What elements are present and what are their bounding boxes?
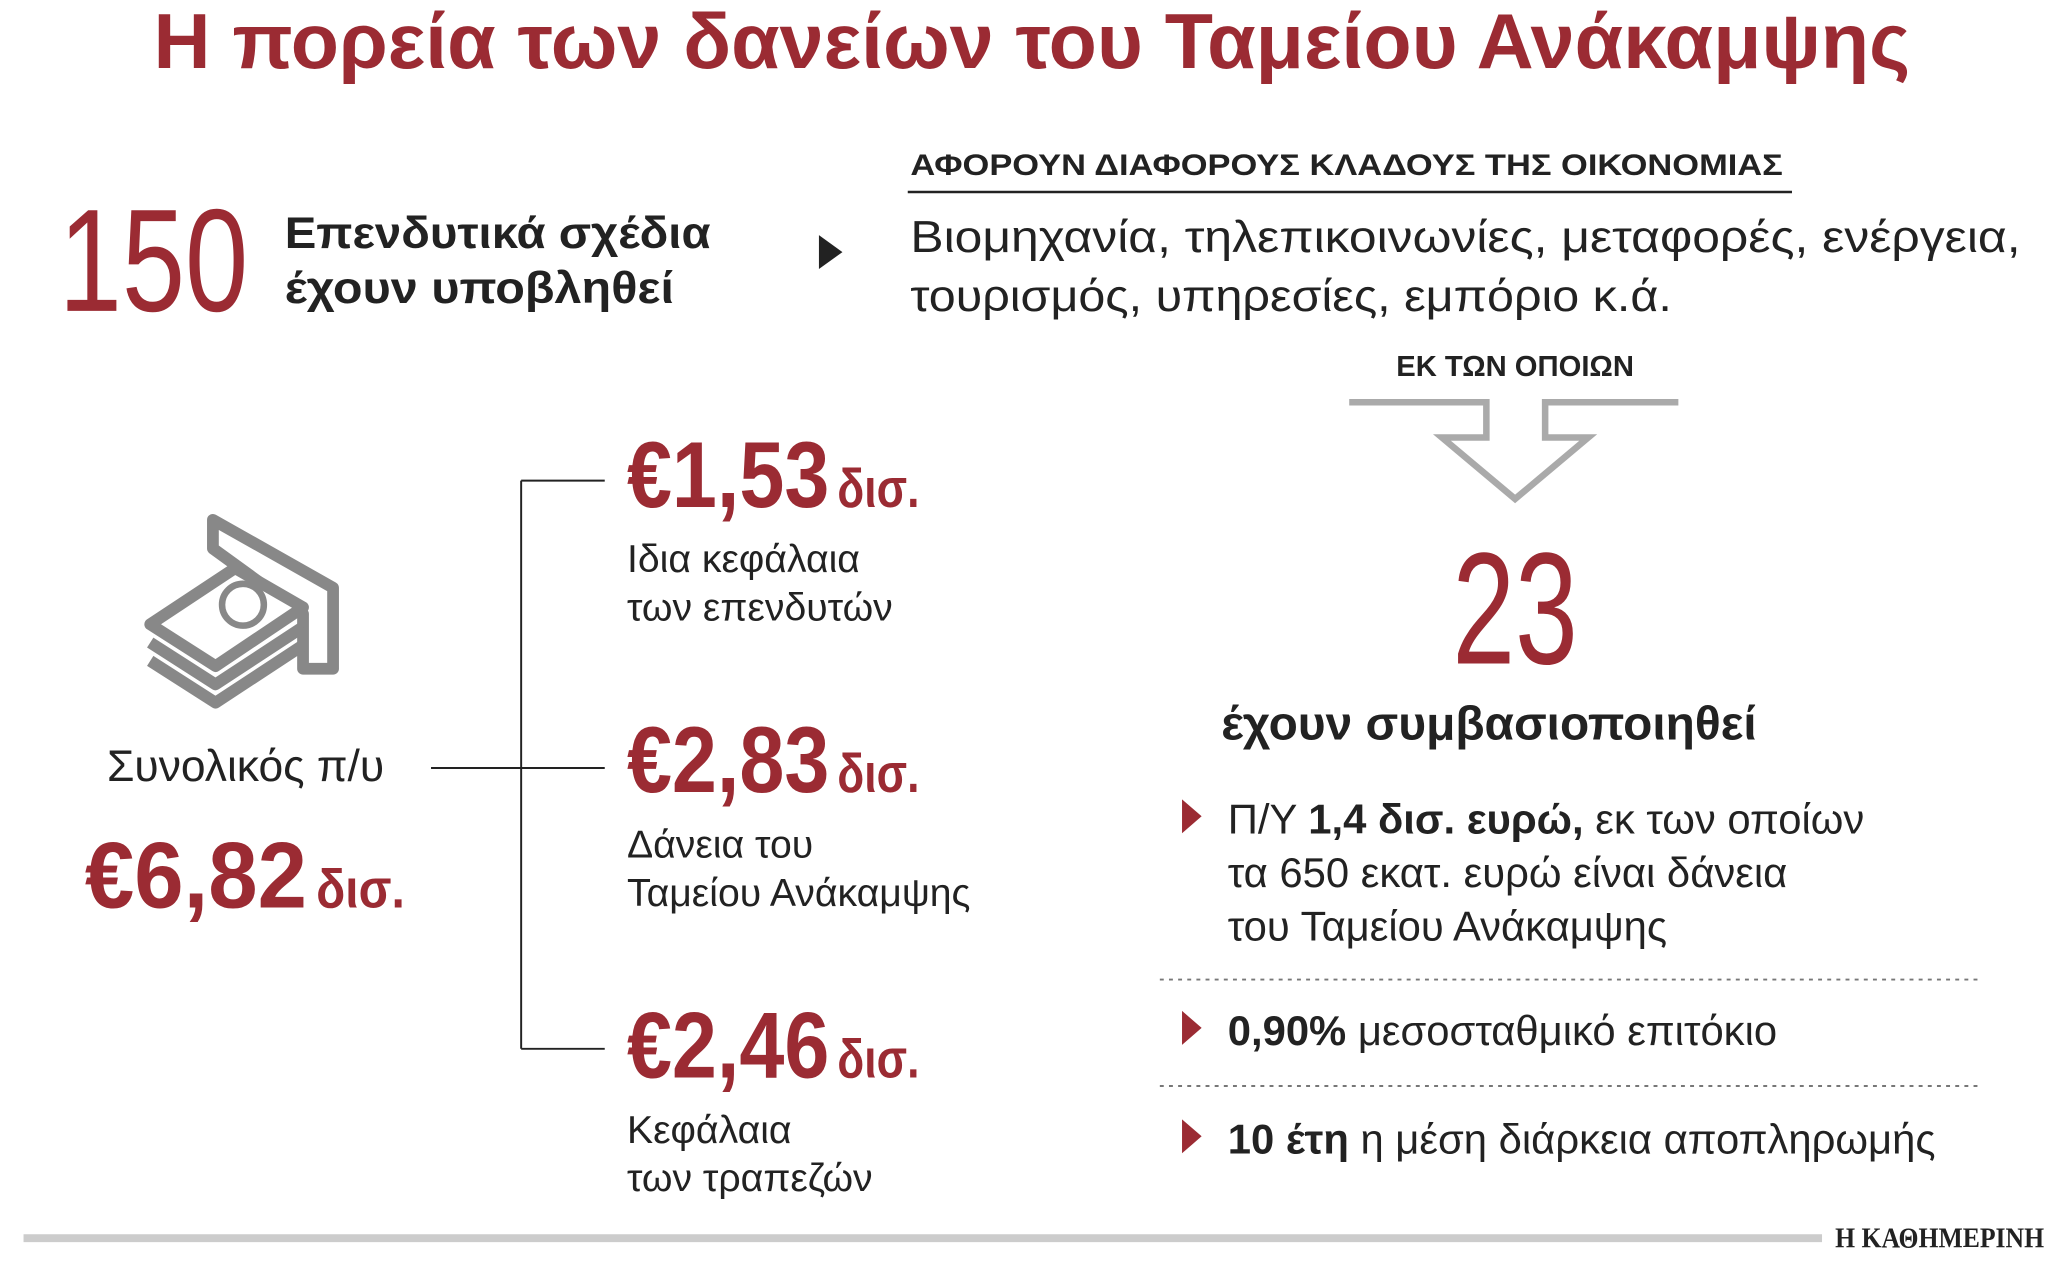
breakdown-amount: €1,53 [627, 422, 829, 527]
detail-line: τα 650 εκατ. ευρώ είναι δάνεια [1228, 849, 1788, 896]
bullet [1182, 1119, 1202, 1154]
detail-text: εκ των οποίων [1584, 795, 1865, 842]
detail-line: 0,90% μεσοσταθμικό επιτόκιο [1228, 1007, 1777, 1054]
detail-bold: 0,90% [1228, 1007, 1346, 1054]
connector [431, 479, 605, 1050]
down-arrow [1349, 399, 1679, 504]
total-label: Συνολικός π/υ [107, 742, 384, 791]
detail-text: τα 650 εκατ. ευρώ είναι δάνεια [1228, 849, 1788, 896]
arrow [818, 235, 843, 270]
breakdown-line: των τραπεζών [627, 1157, 873, 1200]
detail-line: 10 έτη η μέση διάρκεια αποπληρωμής [1228, 1115, 1936, 1162]
sectors-heading: ΑΦΟΡΟΥΝ ΔΙΑΦΟΡΟΥΣ ΚΛΑΔΟΥΣ ΤΗΣ ΟΙΚΟΝΟΜΙΑΣ [910, 149, 1782, 182]
subset-caption: έχουν συμβασιοποιηθεί [1221, 696, 1756, 749]
source: Η ΚΑΘΗΜΕΡΙΝΗ [1835, 1222, 2044, 1254]
subset-count: 23 [1452, 519, 1577, 697]
breakdown-amount: €2,83 [627, 707, 829, 812]
sectors-line: τουρισμός, υπηρεσίες, εμπόριο κ.ά. [910, 272, 1671, 321]
plans-line: Επενδυτικά σχέδια [285, 209, 711, 258]
plans-line: έχουν υποβληθεί [285, 264, 674, 313]
subset-label: ΕΚ ΤΩΝ ΟΠΟΙΩΝ [1396, 351, 1634, 383]
breakdown-line: Δάνεια του [627, 823, 813, 866]
breakdown-unit: δισ. [837, 457, 919, 519]
detail-bold: 10 έτη [1228, 1115, 1349, 1162]
breakdown-line: των επενδυτών [627, 586, 893, 629]
detail-line: του Ταμείου Ανάκαμψης [1228, 902, 1667, 949]
detail-bold: 1,4 δισ. ευρώ, [1308, 795, 1583, 842]
breakdown-line: Ιδια κεφάλαια [627, 538, 860, 581]
detail-text: η μέση διάρκεια αποπληρωμής [1349, 1115, 1936, 1162]
detail-text: του Ταμείου Ανάκαμψης [1228, 902, 1667, 949]
atm-icon [144, 513, 339, 709]
detail-text: Π/Υ [1228, 795, 1309, 842]
breakdown-line: Κεφάλαια [627, 1109, 792, 1152]
breakdown-unit: δισ. [837, 742, 919, 804]
breakdown-line: Ταμείου Ανάκαμψης [627, 872, 971, 915]
breakdown-unit: δισ. [837, 1028, 919, 1090]
breakdown-amount: €2,46 [627, 993, 829, 1098]
detail-text: μεσοσταθμικό επιτόκιο [1346, 1007, 1777, 1054]
total-amount: €6,82 [85, 823, 307, 928]
bullet [1182, 799, 1202, 834]
title: Η πορεία των δανείων του Ταμείου Ανάκαμψ… [153, 0, 1910, 85]
total-unit: δισ. [316, 858, 405, 920]
bullet [1182, 1010, 1202, 1045]
detail-line: Π/Υ 1,4 δισ. ευρώ, εκ των οποίων [1228, 795, 1865, 842]
sectors-line: Βιομηχανία, τηλεπικοινωνίες, μεταφορές, … [910, 213, 2020, 262]
plans-count: 150 [59, 179, 248, 342]
